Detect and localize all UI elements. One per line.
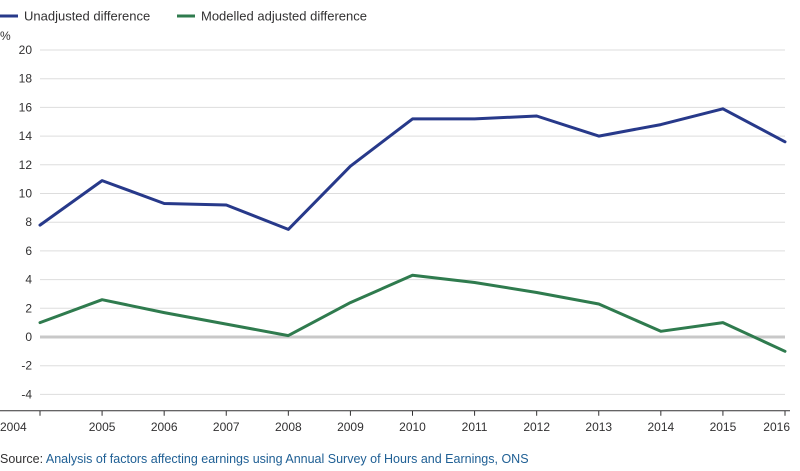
y-tick-label: 8 [25, 215, 32, 229]
y-tick-label: 6 [25, 244, 32, 258]
source-link[interactable]: Analysis of factors affecting earnings u… [45, 452, 529, 466]
series-line-unadjusted [38, 107, 787, 231]
y-tick-label: 2 [25, 301, 32, 315]
x-tick-label: 2004 [0, 420, 27, 434]
y-tick-label: 18 [19, 72, 33, 86]
x-tick-label: 2011 [462, 420, 488, 434]
x-tick-label: 2006 [151, 420, 178, 434]
source-note: Source: Analysis of factors affecting ea… [0, 452, 529, 466]
legend-label: Modelled adjusted difference [201, 9, 367, 24]
gridlines [40, 49, 785, 395]
x-axis: 2004 2005 2006 2007 2008 2009 2010 2011 2012 2013… [0, 410, 790, 434]
x-tick-label: 2008 [275, 420, 302, 434]
y-tick-label: 20 [19, 43, 33, 57]
x-tick-label: 2013 [585, 420, 612, 434]
x-tick-label: 2009 [337, 420, 364, 434]
y-tick-label: -2 [21, 359, 32, 373]
y-axis-unit-label: % [0, 29, 11, 43]
y-tick-label: 14 [19, 129, 33, 143]
x-tick-label: 2014 [647, 420, 674, 434]
x-tick-label: 2012 [523, 420, 550, 434]
y-tick-label: 4 [25, 273, 32, 287]
source-label: Source: [0, 452, 46, 466]
x-tick-label: 2005 [89, 420, 116, 434]
y-tick-label: -4 [21, 387, 32, 401]
x-tick-label: 2010 [399, 420, 426, 434]
x-tick-label: 2016 [763, 420, 790, 434]
series-lines [38, 107, 787, 353]
line-chart: Unadjusted difference Modelled adjusted d… [0, 9, 790, 434]
legend-label: Unadjusted difference [24, 9, 150, 24]
chart-legend: Unadjusted difference Modelled adjusted d… [0, 9, 367, 24]
y-tick-label: 0 [25, 330, 32, 344]
series-line-adjusted [38, 273, 787, 353]
y-tick-label: 10 [19, 187, 33, 201]
y-tick-label: 16 [19, 100, 33, 114]
x-tick-label: 2007 [213, 420, 240, 434]
y-tick-label: 12 [19, 158, 33, 172]
x-tick-label: 2015 [710, 420, 737, 434]
